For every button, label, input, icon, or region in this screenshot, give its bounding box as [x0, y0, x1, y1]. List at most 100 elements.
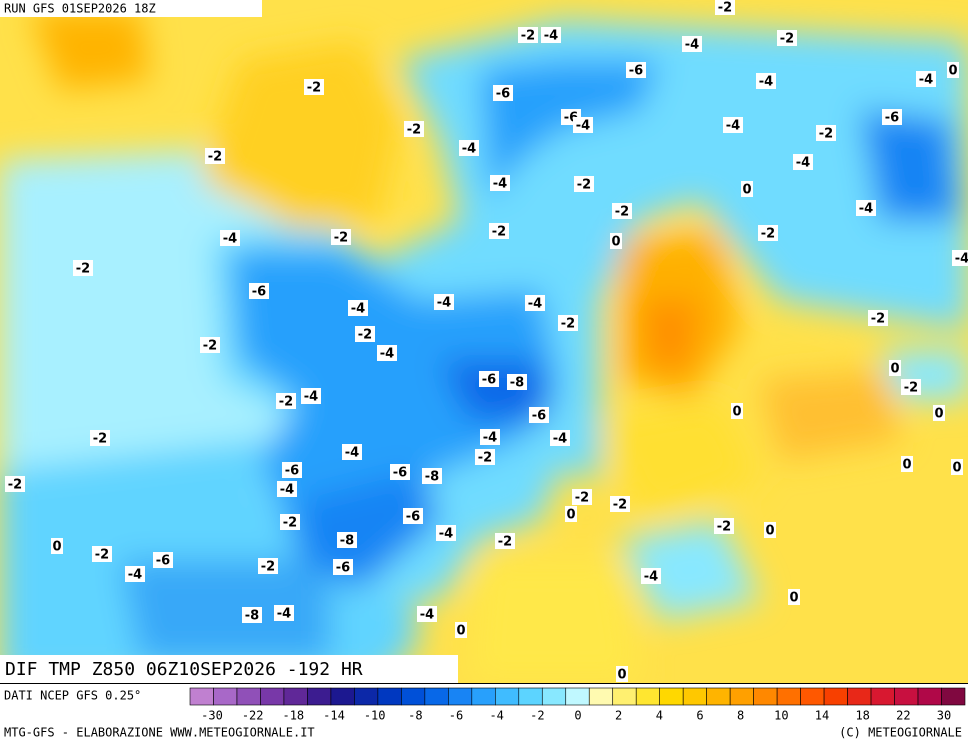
contour-label: -4 — [493, 177, 507, 192]
legend-tick: -10 — [364, 709, 386, 723]
legend-swatch — [213, 687, 238, 706]
map-title: DIF TMP Z850 06Z10SEP2026 -192 HR — [5, 659, 363, 680]
legend-swatch — [729, 687, 754, 706]
legend-swatch — [330, 687, 355, 706]
contour-label-box — [403, 508, 423, 524]
contour-label-box — [455, 622, 467, 638]
legend-swatch — [894, 687, 919, 706]
contour-label-box — [125, 566, 145, 582]
contour-label: -4 — [420, 608, 434, 623]
map-field — [0, 0, 968, 683]
legend-tick: -8 — [408, 709, 422, 723]
legend-tick: -18 — [282, 709, 304, 723]
legend-swatch — [236, 687, 261, 706]
contour-label-box — [856, 200, 876, 216]
contour-label: -2 — [718, 1, 732, 16]
legend-tick: -4 — [489, 709, 503, 723]
contour-label-box — [479, 371, 499, 387]
contour-label-box — [574, 176, 594, 192]
contour-label-box — [277, 481, 297, 497]
contour-label: -2 — [492, 225, 506, 240]
legend-tick: -14 — [323, 709, 345, 723]
contour-label-box — [889, 360, 901, 376]
contour-label: -2 — [76, 262, 90, 277]
contour-label: -4 — [128, 568, 142, 583]
contour-label-box — [882, 109, 902, 125]
contour-label-box — [5, 476, 25, 492]
contour-label-box — [51, 538, 63, 554]
legend-tick: 30 — [937, 709, 951, 723]
contour-label: 0 — [611, 235, 620, 250]
contour-label: -6 — [252, 285, 266, 300]
contour-label-box — [715, 0, 735, 15]
contour-label: -4 — [277, 607, 291, 622]
legend-swatch — [518, 687, 543, 706]
contour-label: -4 — [544, 29, 558, 44]
contour-label-box — [475, 449, 495, 465]
contour-label: -2 — [871, 312, 885, 327]
contour-label-box — [572, 489, 592, 505]
contour-label-box — [493, 85, 513, 101]
contour-label: -4 — [553, 432, 567, 447]
contour-label-box — [777, 30, 797, 46]
contour-label-box — [153, 552, 173, 568]
contour-label: -2 — [575, 491, 589, 506]
legend-swatch — [941, 687, 966, 706]
legend-swatch — [659, 687, 684, 706]
contour-label-box — [901, 456, 913, 472]
contour-label-box — [205, 148, 225, 164]
run-title: RUN GFS 01SEP2026 18Z — [4, 2, 156, 16]
contour-label-box — [612, 203, 632, 219]
contour-label: -6 — [285, 464, 299, 479]
contour-label: -2 — [358, 328, 372, 343]
legend-swatch — [377, 687, 402, 706]
legend-swatch — [307, 687, 332, 706]
contour-label: -2 — [613, 498, 627, 513]
legend-swatch — [847, 687, 872, 706]
contour-label-box — [337, 532, 357, 548]
contour-label: -4 — [280, 483, 294, 498]
contour-label: -2 — [521, 29, 535, 44]
contour-label-box — [331, 229, 351, 245]
contour-label-box — [793, 154, 813, 170]
legend-tick: 2 — [615, 709, 622, 723]
contour-label: 0 — [742, 183, 751, 198]
contour-label: -2 — [819, 127, 833, 142]
contour-label-box — [641, 568, 661, 584]
legend-swatch — [917, 687, 942, 706]
contour-label-box — [764, 522, 776, 538]
contour-label-box — [626, 62, 646, 78]
contour-label: -2 — [761, 227, 775, 242]
legend-swatch — [401, 687, 426, 706]
contour-label: -2 — [478, 451, 492, 466]
contour-label-box — [480, 429, 500, 445]
contour-label: -6 — [532, 409, 546, 424]
legend-swatch — [424, 687, 449, 706]
contour-label: -6 — [496, 87, 510, 102]
contour-label-box — [951, 459, 963, 475]
contour-label: -2 — [407, 123, 421, 138]
contour-label: 0 — [952, 461, 961, 476]
contour-label: 0 — [732, 405, 741, 420]
contour-label-box — [276, 393, 296, 409]
contour-label: 0 — [617, 668, 626, 683]
contour-label-box — [301, 388, 321, 404]
contour-label: -8 — [510, 376, 524, 391]
contour-label: -2 — [283, 516, 297, 531]
contour-label: 0 — [765, 524, 774, 539]
contour-label-box — [242, 607, 262, 623]
contour-label-box — [249, 283, 269, 299]
contour-label-box — [342, 444, 362, 460]
legend-swatch — [189, 687, 214, 706]
contour-label: -6 — [393, 466, 407, 481]
legend-swatch — [471, 687, 496, 706]
contour-label-box — [756, 73, 776, 89]
contour-label: -4 — [380, 347, 394, 362]
legend-tick: 18 — [855, 709, 869, 723]
contour-label-box — [723, 117, 743, 133]
contour-label: -4 — [483, 431, 497, 446]
contour-label: -2 — [307, 81, 321, 96]
contour-label-box — [436, 525, 456, 541]
contour-label-box — [90, 430, 110, 446]
